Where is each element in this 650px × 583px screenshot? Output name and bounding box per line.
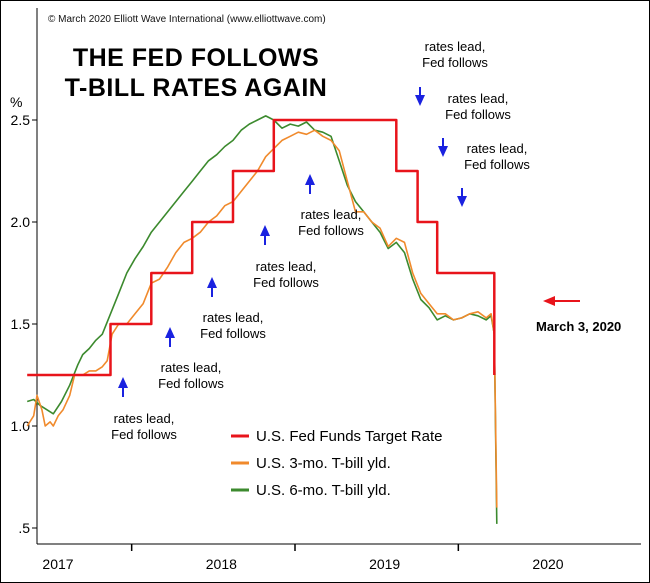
annotation-arrow-head — [415, 95, 425, 106]
annotation-text: Fed follows — [445, 107, 511, 122]
annotation-arrow-head — [165, 327, 175, 338]
series-line-1 — [27, 118, 496, 377]
annotation-arrow-head — [438, 146, 448, 157]
annotation-up: rates lead,Fed follows — [298, 174, 364, 238]
annotation-text: Fed follows — [422, 55, 488, 70]
annotation-arrow-head — [118, 377, 128, 388]
y-tick-label: 2.0 — [11, 214, 31, 230]
annotation-up: rates lead,Fed follows — [200, 277, 266, 341]
x-year-label: 2020 — [532, 556, 563, 572]
annotation-text: rates lead, — [203, 310, 264, 325]
y-tick-label: .5 — [18, 520, 30, 536]
y-axis-unit-label: % — [10, 94, 22, 110]
legend-label: U.S. 3-mo. T-bill yld. — [256, 455, 391, 472]
annotation-up: rates lead,Fed follows — [111, 377, 177, 442]
annotation-text: Fed follows — [253, 275, 319, 290]
annotation-text: Fed follows — [298, 223, 364, 238]
march-callout: March 3, 2020 — [536, 296, 621, 334]
y-tick-label: 1.5 — [11, 316, 31, 332]
y-axis-ticks: .5 1.0 1.5 2.0 2.5 — [11, 112, 37, 536]
annotation-down: rates lead,Fed follows — [415, 39, 488, 106]
chart-title-line-1: THE FED FOLLOWS — [73, 44, 319, 72]
march-date-label: March 3, 2020 — [536, 319, 621, 334]
march-arrow-head — [543, 296, 555, 306]
x-year-label: 2019 — [369, 556, 400, 572]
annotation-text: rates lead, — [448, 91, 509, 106]
annotation-arrow-head — [305, 174, 315, 185]
annotation-text: rates lead, — [301, 207, 362, 222]
annotation-text: rates lead, — [467, 141, 528, 156]
copyright-notice: © March 2020 Elliott Wave International … — [48, 14, 326, 25]
annotation-text: Fed follows — [111, 427, 177, 442]
y-tick-label: 1.0 — [11, 418, 31, 434]
series-lines — [26, 115, 498, 524]
series-line-3 — [26, 115, 498, 524]
x-year-label: 2017 — [42, 556, 73, 572]
legend-label: U.S. Fed Funds Target Rate — [256, 428, 442, 445]
legend-label: U.S. 6-mo. T-bill yld. — [256, 482, 391, 499]
annotation-up: rates lead,Fed follows — [253, 225, 319, 290]
annotation-text: rates lead, — [425, 39, 486, 54]
annotation-text: Fed follows — [200, 326, 266, 341]
annotation-arrow-head — [207, 277, 217, 288]
annotation-arrow-head — [260, 225, 270, 236]
x-year-label: 2018 — [206, 556, 237, 572]
annotation-up: rates lead,Fed follows — [158, 327, 224, 391]
annotation-arrow-head — [457, 196, 467, 207]
annotation-text: rates lead, — [114, 411, 175, 426]
x-axis-ticks: 2017 2018 2019 2020 — [42, 544, 564, 572]
annotation-text: rates lead, — [256, 259, 317, 274]
annotation-text: rates lead, — [161, 360, 222, 375]
annotation-text: Fed follows — [464, 157, 530, 172]
legend: U.S. Fed Funds Target Rate U.S. 3-mo. T-b… — [231, 428, 442, 499]
y-tick-label: 2.5 — [11, 112, 31, 128]
annotation-down: rates lead,Fed follows — [438, 91, 511, 157]
chart-title-line-2: T-BILL RATES AGAIN — [65, 74, 328, 102]
annotation-down: rates lead,Fed follows — [457, 141, 530, 207]
annotation-text: Fed follows — [158, 376, 224, 391]
